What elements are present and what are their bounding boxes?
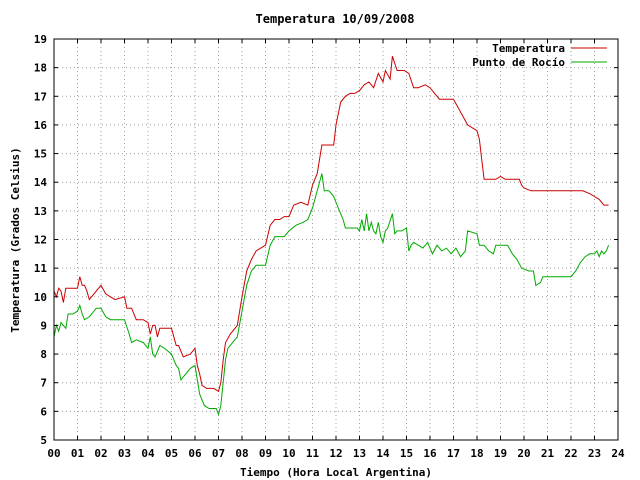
legend-label: Temperatura [492, 42, 565, 55]
x-tick-label: 16 [423, 447, 437, 460]
x-tick-label: 23 [588, 447, 601, 460]
x-axis-ticks: 00 01 02 03 04 05 06 07 08 09 10 11 12 13 14 15 16 17 18 19… [47, 39, 625, 460]
x-tick-label: 09 [259, 447, 272, 460]
series-layer [53, 56, 610, 416]
x-tick-label: 11 [306, 447, 320, 460]
x-tick-label: 14 [376, 447, 390, 460]
x-tick-label: 22 [564, 447, 577, 460]
y-tick-label: 6 [40, 405, 47, 418]
y-tick-label: 15 [34, 148, 47, 161]
x-tick-label: 18 [470, 447, 483, 460]
chart-title: Temperatura 10/09/2008 [256, 12, 415, 26]
x-tick-label: 05 [165, 447, 178, 460]
x-tick-label: 13 [353, 447, 366, 460]
y-tick-label: 18 [34, 62, 47, 75]
y-tick-label: 9 [40, 319, 47, 332]
x-tick-label: 08 [235, 447, 248, 460]
y-axis-label: Temperatura (Grados Celsius) [9, 147, 22, 332]
x-tick-label: 03 [118, 447, 131, 460]
x-tick-label: 21 [541, 447, 555, 460]
x-tick-label: 10 [282, 447, 295, 460]
x-tick-label: 07 [212, 447, 225, 460]
y-tick-label: 13 [34, 205, 47, 218]
y-tick-label: 7 [40, 377, 47, 390]
x-tick-label: 01 [71, 447, 85, 460]
grid [54, 39, 618, 440]
x-tick-label: 24 [611, 447, 625, 460]
x-tick-label: 12 [329, 447, 342, 460]
x-tick-label: 19 [494, 447, 507, 460]
x-tick-label: 02 [94, 447, 107, 460]
x-tick-label: 20 [517, 447, 530, 460]
y-tick-label: 10 [34, 291, 47, 304]
series-line-temperatura [53, 56, 609, 393]
legend-label: Punto de Rocío [472, 56, 565, 69]
y-tick-label: 8 [40, 348, 47, 361]
y-tick-label: 16 [34, 119, 48, 132]
x-axis-label: Tiempo (Hora Local Argentina) [240, 466, 432, 479]
x-tick-label: 17 [447, 447, 460, 460]
y-tick-label: 14 [34, 176, 48, 189]
y-tick-label: 12 [34, 234, 47, 247]
y-tick-label: 11 [34, 262, 48, 275]
y-tick-label: 5 [40, 434, 47, 447]
y-tick-label: 17 [34, 90, 47, 103]
x-tick-label: 00 [47, 447, 60, 460]
x-tick-label: 15 [400, 447, 413, 460]
series-line-punto-de-rocio [53, 173, 610, 416]
x-tick-label: 04 [141, 447, 155, 460]
y-tick-label: 19 [34, 33, 47, 46]
x-tick-label: 06 [188, 447, 202, 460]
y-axis-ticks: 5 6 7 8 9 10 11 12 13 14 15 16 17 18 19 [34, 33, 618, 447]
